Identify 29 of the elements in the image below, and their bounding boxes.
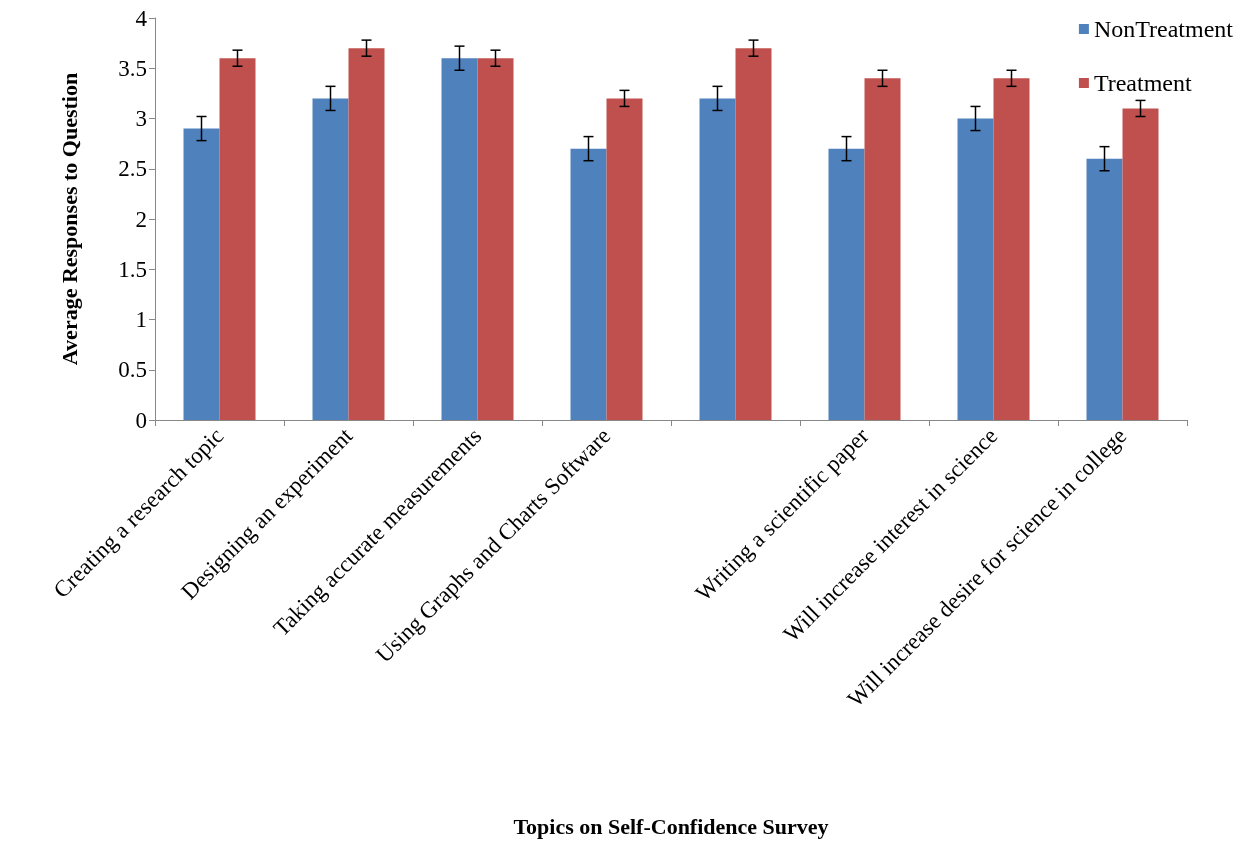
bar xyxy=(477,58,514,420)
bar xyxy=(699,98,736,420)
y-tick-label: 2 xyxy=(135,206,147,232)
y-tick-label: 1.5 xyxy=(118,256,147,282)
y-tick-label: 3 xyxy=(135,106,147,131)
y-tick-label: 1 xyxy=(135,307,147,332)
bar xyxy=(1122,108,1159,420)
y-tick-label: 4 xyxy=(135,5,148,31)
y-tick-label: 0.5 xyxy=(118,357,147,383)
legend-label: NonTreatment xyxy=(1093,16,1234,42)
bar xyxy=(1086,158,1123,420)
bar xyxy=(606,98,643,420)
bar xyxy=(441,58,478,420)
bar xyxy=(735,48,772,420)
y-tick-label: 0 xyxy=(135,407,147,433)
bar xyxy=(828,148,865,420)
bar xyxy=(570,148,607,420)
x-axis-title: Topics on Self-Confidence Survey xyxy=(513,813,829,839)
bar xyxy=(348,48,385,420)
bar xyxy=(864,78,901,420)
bar xyxy=(957,118,994,420)
y-tick-label: 3.5 xyxy=(118,55,147,81)
bar xyxy=(219,58,256,420)
y-tick-label: 2.5 xyxy=(118,156,147,182)
bar xyxy=(312,98,349,420)
bar xyxy=(183,128,220,420)
legend-label: Treatment xyxy=(1093,70,1192,96)
bar xyxy=(993,78,1030,420)
y-axis-title: Average Responses to Question xyxy=(56,72,82,366)
